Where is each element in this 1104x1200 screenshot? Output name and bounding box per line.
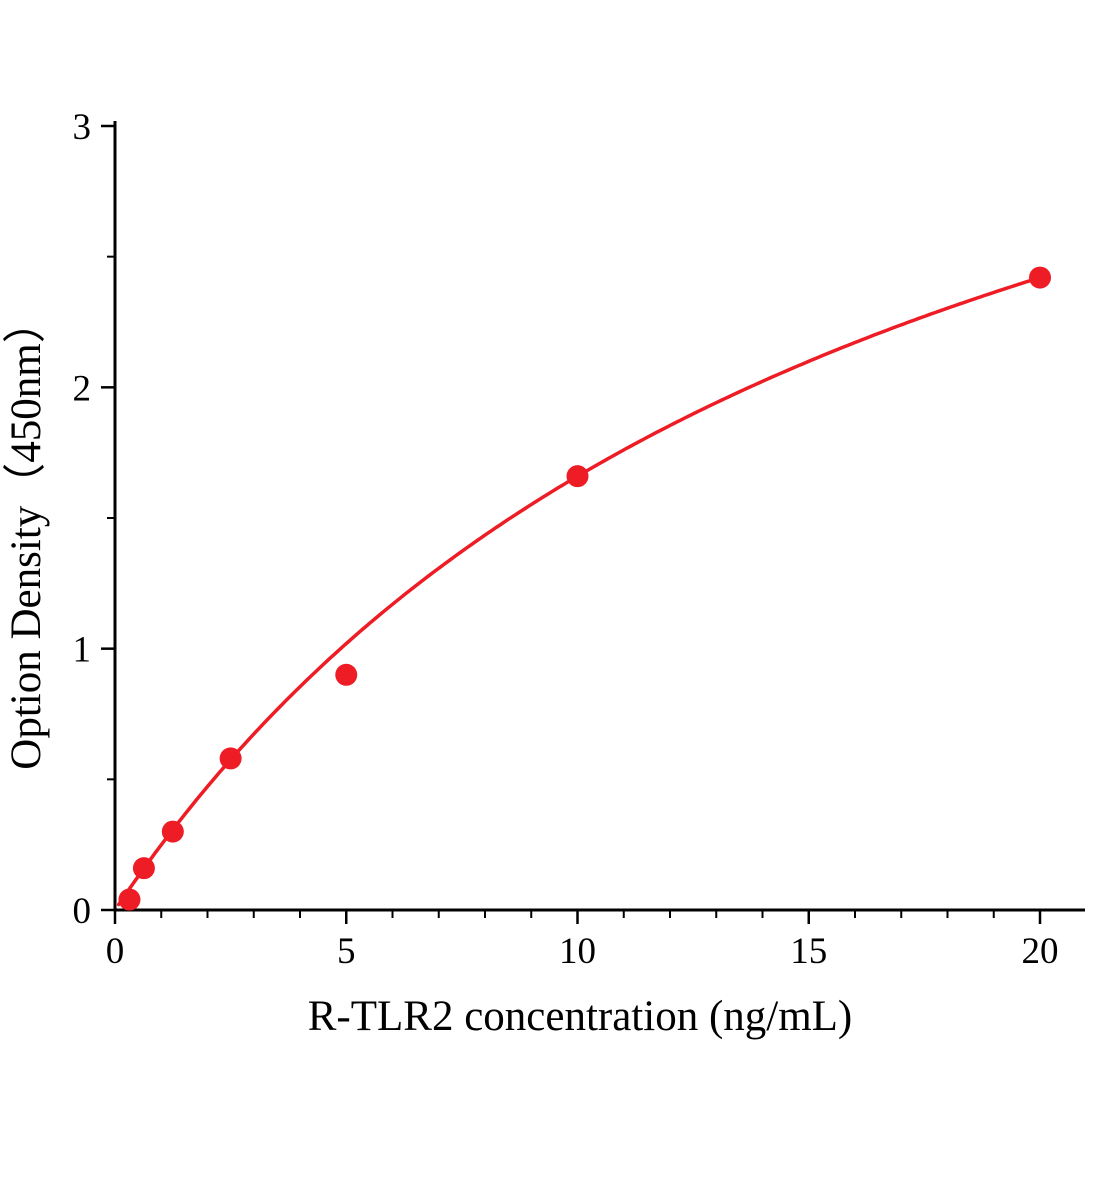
y-tick-label: 2 (73, 368, 92, 409)
x-tick-label: 5 (337, 931, 356, 972)
x-tick-label: 20 (1022, 931, 1059, 972)
data-point (335, 663, 358, 686)
data-point (1029, 266, 1051, 289)
x-axis-title: R-TLR2 concentration (ng/mL) (308, 993, 853, 1040)
x-tick-label: 10 (559, 931, 596, 972)
fit-curve (116, 275, 1042, 907)
data-point (566, 465, 589, 488)
x-tick-label: 0 (106, 931, 125, 972)
series-layer (116, 266, 1051, 911)
y-tick-label: 0 (73, 891, 92, 932)
data-point (161, 820, 184, 843)
y-tick-label: 3 (73, 107, 92, 148)
data-point (132, 857, 155, 880)
data-point (219, 747, 242, 770)
x-tick-label: 15 (790, 931, 827, 972)
data-point (118, 888, 141, 911)
y-tick-label: 1 (73, 630, 92, 671)
axes-layer: 0 5 10 15 20 0 1 2 3 (73, 107, 1085, 972)
y-axis-title: Option Density（450nm） (3, 300, 50, 769)
